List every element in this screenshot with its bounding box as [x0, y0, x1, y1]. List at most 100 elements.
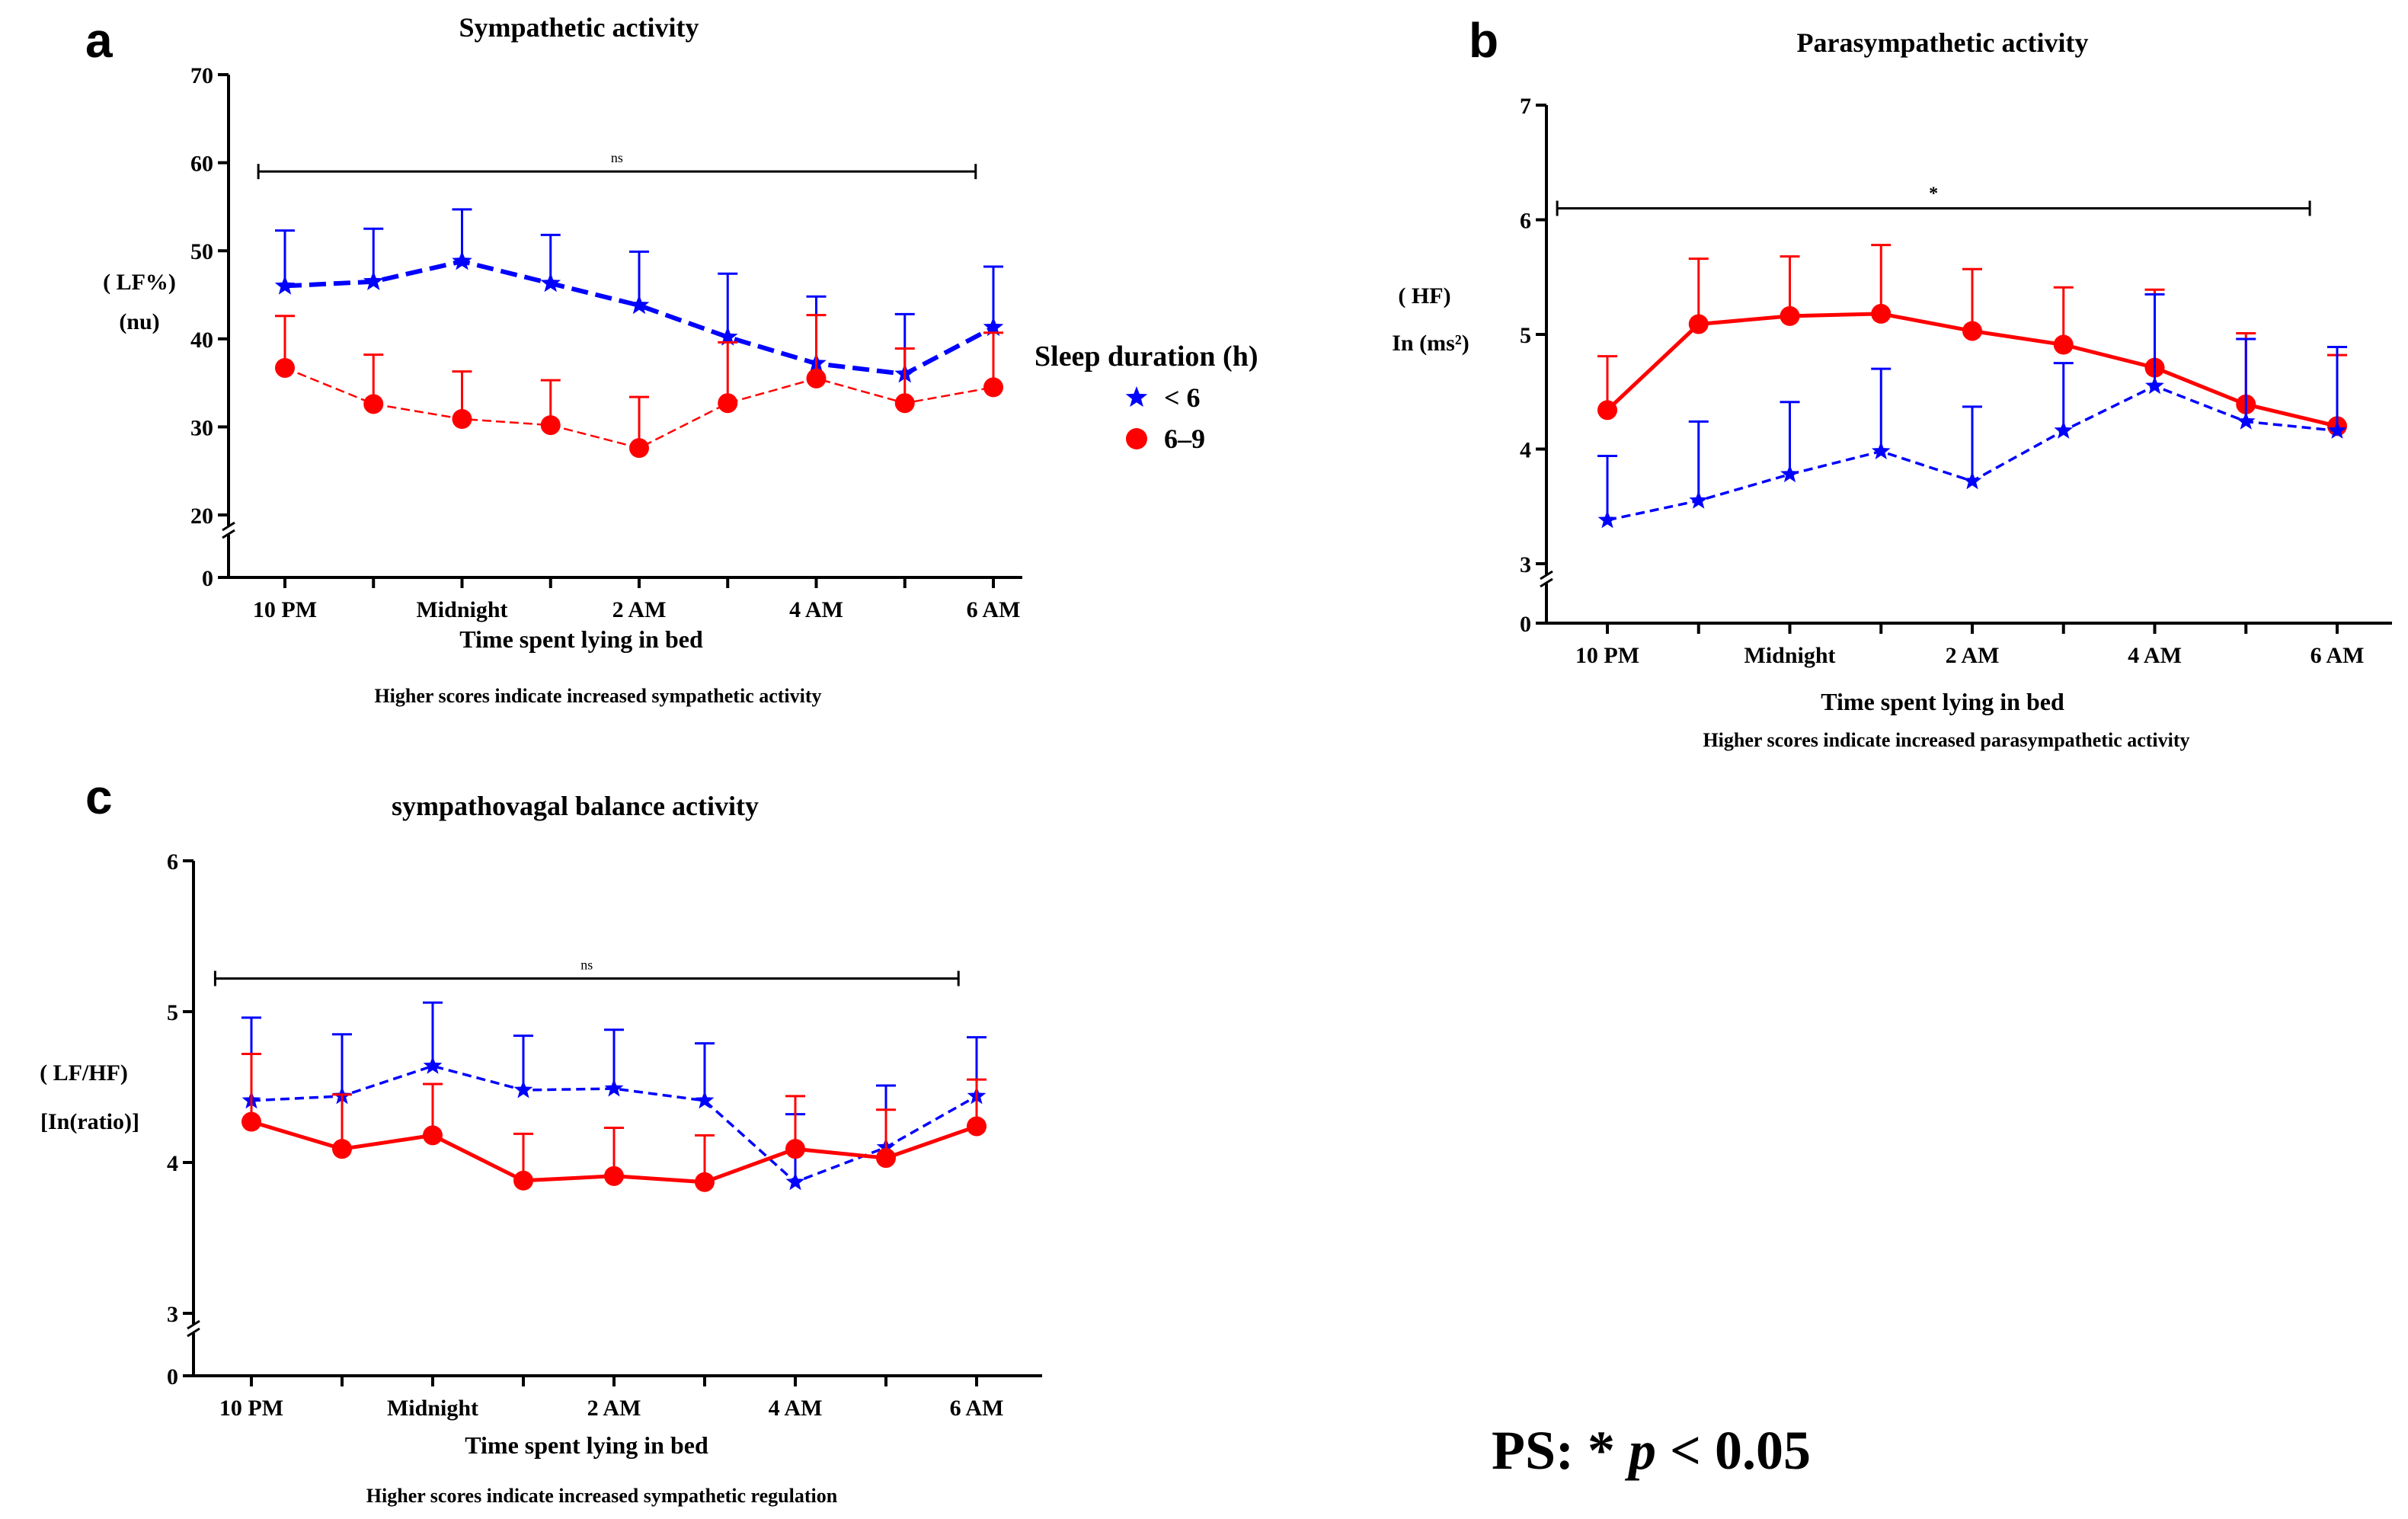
y-tick-label-a-1: 20	[190, 504, 213, 529]
y-tick-label-c-1: 3	[167, 1302, 178, 1327]
data-point-c-1-8	[967, 1116, 987, 1137]
data-point-a-1-8	[983, 377, 1003, 398]
chart-title-a: Sympathetic activity	[459, 12, 699, 43]
y-tick-label-b-4: 6	[1520, 209, 1531, 234]
y-tick-label-c-4: 6	[167, 849, 178, 875]
data-point-a-0-8	[983, 316, 1004, 337]
legend-title: Sleep duration (h)	[1035, 341, 1258, 373]
data-point-c-0-6	[785, 1172, 805, 1191]
x-tick-label-c-0: 10 PM	[219, 1396, 283, 1421]
panel-letter-a: a	[85, 13, 113, 68]
y-tick-label-a-3: 40	[190, 328, 213, 353]
data-point-b-1-6	[2145, 376, 2164, 395]
y-axis-label-a-line2: (nu)	[119, 309, 159, 334]
data-point-c-0-4	[604, 1079, 624, 1097]
data-point-a-1-0	[275, 357, 295, 378]
data-point-b-1-7	[2236, 411, 2256, 430]
data-point-a-0-5	[717, 326, 738, 346]
x-tick-label-b-3: 4 AM	[2128, 643, 2182, 668]
y-tick-label-a-4: 50	[190, 239, 213, 264]
panel-b-parasympathetic-chart: b Parasympathetic activity ( HF) In (ms²…	[1392, 13, 2392, 751]
panel-c-sympathovagal-chart: c sympathovagal balance activity ( LF/HF…	[40, 769, 1042, 1507]
legend-circle-shape	[1126, 428, 1147, 449]
data-point-b-1-1	[1689, 491, 1709, 509]
series-line-a-1	[284, 366, 994, 449]
star-icon	[1125, 386, 1148, 408]
y-tick-label-a-0: 0	[202, 566, 213, 591]
data-point-c-1-1	[332, 1139, 352, 1159]
data-point-a-1-3	[540, 415, 561, 436]
y-tick-label-a-6: 70	[190, 63, 213, 88]
y-tick-label-a-2: 30	[190, 415, 213, 440]
series-b-1	[1597, 293, 2347, 529]
data-point-b-0-5	[2053, 334, 2074, 355]
data-point-a-1-7	[894, 393, 915, 414]
plot-area-a: 0 20 30 40 50 60 70 10 PM Midnight 2 AM 4 AM 6 AM ns	[190, 63, 1022, 622]
series-c-1	[241, 1052, 987, 1192]
data-point-a-1-4	[629, 438, 649, 459]
data-point-a-0-1	[363, 270, 384, 290]
data-point-b-0-0	[1597, 400, 1617, 421]
data-point-b-1-5	[2054, 421, 2074, 439]
data-point-c-0-2	[423, 1056, 443, 1074]
x-axis-label-c: Time spent lying in bed	[465, 1431, 708, 1459]
series-b-0	[1597, 244, 2347, 437]
x-tick-label-a-3: 4 AM	[789, 597, 843, 622]
data-point-c-1-4	[604, 1166, 624, 1186]
data-point-c-1-5	[695, 1172, 715, 1192]
legend-item-short-sleep: < 6	[1125, 382, 1201, 413]
x-axis-label-b: Time spent lying in bed	[1821, 688, 2064, 715]
data-point-b-1-8	[2327, 421, 2347, 439]
y-tick-label-b-3: 5	[1520, 323, 1531, 348]
data-point-c-1-3	[513, 1170, 533, 1191]
axis-break-icon-c	[187, 1319, 200, 1338]
data-point-b-1-4	[1962, 471, 1982, 490]
chart-note-a: Higher scores indicate increased sympath…	[374, 685, 821, 707]
x-tick-label-c-1: Midnight	[387, 1396, 478, 1421]
data-point-b-1-3	[1871, 441, 1891, 459]
data-point-b-0-3	[1871, 303, 1892, 324]
legend-star-shape	[1125, 386, 1148, 408]
series-a-1	[275, 314, 1003, 459]
footnote-p: p	[1624, 1420, 1656, 1481]
x-tick-label-a-4: 6 AM	[967, 597, 1021, 622]
significance-label-a: ns	[611, 150, 623, 165]
y-tick-label-b-1: 3	[1520, 552, 1531, 577]
panel-a-sympathetic-chart: a Sympathetic activity ( LF%) (nu) Time …	[85, 12, 1022, 707]
chart-note-c: Higher scores indicate increased sympath…	[366, 1485, 838, 1507]
data-point-a-1-6	[806, 368, 827, 389]
data-point-b-0-4	[1962, 321, 1982, 341]
data-point-a-0-0	[274, 275, 296, 295]
y-axis-label-a-line1: ( LF%)	[103, 270, 176, 295]
chart-note-b: Higher scores indicate increased parasym…	[1703, 729, 2189, 751]
chart-title-b: Parasympathetic activity	[1797, 27, 2089, 58]
axis-break-icon-a	[222, 521, 235, 539]
data-point-c-1-2	[423, 1125, 443, 1146]
x-tick-label-c-4: 6 AM	[950, 1396, 1004, 1421]
legend-label-normal-sleep: 6–9	[1164, 424, 1205, 454]
y-tick-label-c-3: 5	[167, 1000, 178, 1025]
y-tick-label-a-5: 60	[190, 152, 213, 177]
x-tick-label-c-3: 4 AM	[769, 1396, 823, 1421]
y-axis-label-b-line1: ( HF)	[1398, 283, 1450, 309]
y-tick-label-c-2: 4	[167, 1151, 178, 1176]
y-tick-label-b-2: 4	[1520, 438, 1531, 463]
data-point-c-0-5	[695, 1090, 715, 1109]
data-point-a-1-2	[452, 408, 472, 429]
data-point-c-0-3	[513, 1080, 533, 1098]
data-point-a-1-1	[363, 394, 384, 414]
data-point-c-1-0	[241, 1111, 261, 1132]
x-tick-label-c-2: 2 AM	[587, 1396, 641, 1421]
data-point-b-1-2	[1780, 464, 1799, 483]
x-tick-label-b-2: 2 AM	[1946, 643, 2000, 668]
plot-area-c: 0 3 4 5 6 10 PM Midnight 2 AM 4 AM 6 AM ns	[167, 849, 1042, 1421]
x-tick-label-a-2: 2 AM	[612, 597, 667, 622]
significance-label-b: *	[1929, 184, 1938, 203]
x-tick-label-a-1: Midnight	[416, 597, 507, 622]
data-point-a-0-2	[452, 251, 472, 270]
circle-icon	[1126, 428, 1147, 449]
panel-letter-b: b	[1469, 13, 1498, 68]
significance-label-c: ns	[580, 957, 593, 972]
x-tick-label-b-0: 10 PM	[1575, 643, 1639, 668]
x-tick-label-a-0: 10 PM	[253, 597, 317, 622]
